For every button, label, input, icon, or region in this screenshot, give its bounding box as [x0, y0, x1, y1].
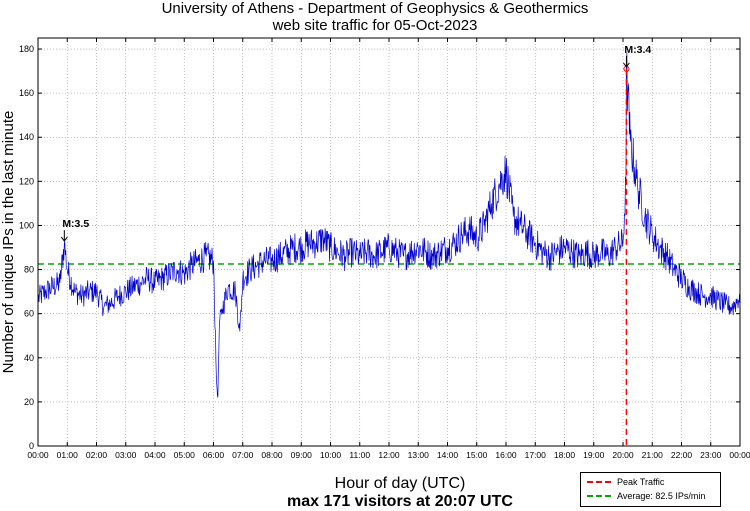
- x-tick-label: 11:00: [349, 450, 370, 460]
- y-tick-label: 100: [19, 220, 34, 230]
- x-tick-label: 19:00: [583, 450, 605, 460]
- annotation-label: M:3.4: [624, 44, 651, 56]
- x-tick-label: 06:00: [203, 450, 225, 460]
- x-tick-label: 05:00: [174, 450, 196, 460]
- series-group: [37, 52, 741, 398]
- y-tick-label: 80: [24, 265, 34, 275]
- x-tick-label: 15:00: [466, 450, 488, 460]
- x-tick-label: 23:00: [700, 450, 722, 460]
- legend-item-average: Average: 82.5 IPs/min: [587, 490, 705, 502]
- annotation-arrowhead: [623, 62, 630, 68]
- average-swatch: [587, 495, 611, 497]
- y-tick-label: 20: [24, 397, 34, 407]
- x-tick-label: 10:00: [320, 450, 342, 460]
- x-tick-label: 03:00: [115, 450, 137, 460]
- x-tick-label: 22:00: [671, 450, 693, 460]
- chart-title-line2: web site traffic for 05-Oct-2023: [272, 17, 478, 34]
- x-tick-label: 04:00: [144, 450, 166, 460]
- x-tick-label: 13:00: [408, 450, 430, 460]
- y-tick-label: 60: [24, 309, 34, 319]
- y-tick-label: 180: [19, 44, 34, 54]
- grid-lines: [38, 38, 740, 446]
- y-tick-label: 160: [19, 88, 34, 98]
- chart-title-line1: University of Athens - Department of Geo…: [161, 0, 589, 17]
- x-tick-label: 20:00: [612, 450, 634, 460]
- annotation-arrowhead: [60, 236, 68, 242]
- y-tick-label: 120: [19, 176, 34, 186]
- y-axis-label: Number of unique IPs in the last minute: [0, 111, 17, 374]
- x-tick-label: 09:00: [291, 450, 313, 460]
- y-tick-label: 0: [29, 441, 34, 451]
- peak-swatch: [587, 481, 611, 483]
- x-tick-label: 16:00: [495, 450, 517, 460]
- traffic-series-line: [37, 52, 741, 398]
- x-tick-label: 08:00: [261, 450, 283, 460]
- peak-summary: max 171 visitors at 20:07 UTC: [287, 493, 513, 510]
- annotations: M:3.5 M:3.4: [60, 44, 651, 242]
- x-tick-label: 00:00: [729, 450, 750, 460]
- legend-average-label: Average: 82.5 IPs/min: [617, 491, 706, 501]
- x-tick-label: 01:00: [57, 450, 79, 460]
- legend: Peak Traffic Average: 82.5 IPs/min: [580, 472, 721, 507]
- x-tick-label: 07:00: [232, 450, 254, 460]
- annotation-label: M:3.5: [62, 218, 89, 230]
- x-tick-label: 18:00: [554, 450, 576, 460]
- legend-item-peak: Peak Traffic: [587, 476, 664, 488]
- x-tick-label: 14:00: [437, 450, 459, 460]
- y-tick-label: 140: [19, 132, 34, 142]
- peak-line-group: [623, 65, 630, 446]
- x-tick-label: 00:00: [27, 450, 49, 460]
- x-tick-label: 12:00: [378, 450, 400, 460]
- x-tick-label: 21:00: [642, 450, 664, 460]
- x-axis-label: Hour of day (UTC): [334, 475, 466, 492]
- axis-ticks: 0 20 40 60 80 100 120 140 160 180 00:00 01:00 02:00 0…: [19, 38, 750, 460]
- x-tick-label: 02:00: [86, 450, 108, 460]
- legend-peak-label: Peak Traffic: [617, 477, 665, 487]
- y-tick-label: 40: [24, 353, 34, 363]
- x-tick-label: 17:00: [525, 450, 547, 460]
